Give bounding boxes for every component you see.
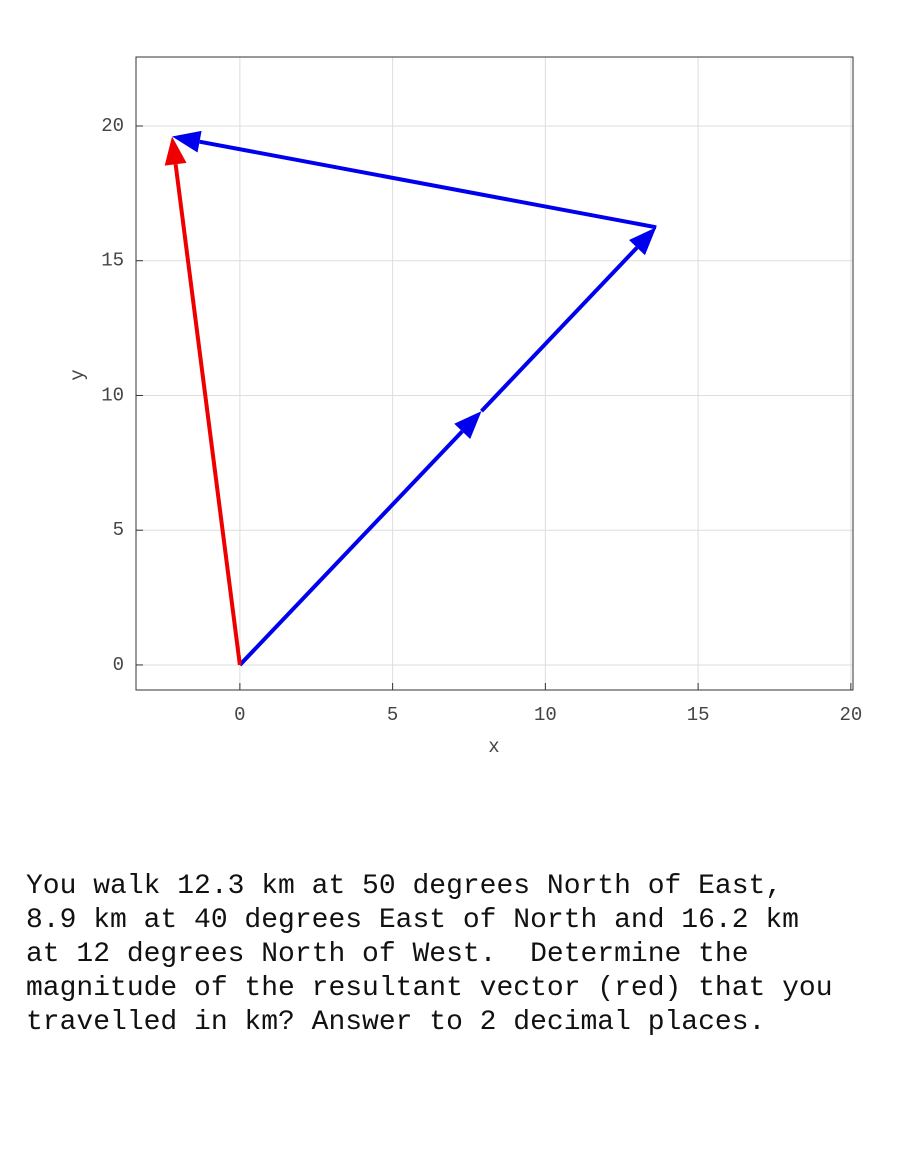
arrow-head (172, 130, 202, 153)
y-tick-label: 0 (113, 654, 124, 676)
y-axis-label: y (67, 369, 89, 380)
question-line: You walk 12.3 km at 50 degrees North of … (26, 871, 783, 902)
y-tick-label: 10 (101, 384, 124, 406)
question-line: travelled in km? Answer to 2 decimal pla… (26, 1007, 766, 1038)
vector (480, 246, 639, 413)
arrow-head (454, 411, 482, 439)
y-tick-label: 15 (101, 250, 124, 272)
question-line: 8.9 km at 40 degrees East of North and 1… (26, 905, 799, 936)
x-tick-label: 0 (234, 704, 245, 726)
x-tick-label: 20 (839, 704, 862, 726)
y-tick-label: 5 (113, 519, 124, 541)
vector (173, 164, 242, 666)
x-tick-label: 5 (387, 704, 398, 726)
vector (238, 429, 464, 667)
chart: x y 0 5 10 15 20 0 5 10 15 20 (67, 56, 862, 758)
plot-frame (135, 56, 854, 691)
x-tick-label: 10 (534, 704, 557, 726)
question-line: magnitude of the resultant vector (red) … (26, 973, 833, 1004)
y-tick-label: 20 (101, 115, 124, 137)
x-axis-label: x (488, 736, 499, 758)
x-tick-label: 15 (687, 704, 710, 726)
question: You walk 12.3 km at 50 degrees North of … (26, 870, 833, 1040)
arrow-head (628, 227, 657, 256)
arrow-head (164, 136, 187, 166)
vector (199, 139, 657, 230)
question-line: at 12 degrees North of West. Determine t… (26, 939, 749, 970)
